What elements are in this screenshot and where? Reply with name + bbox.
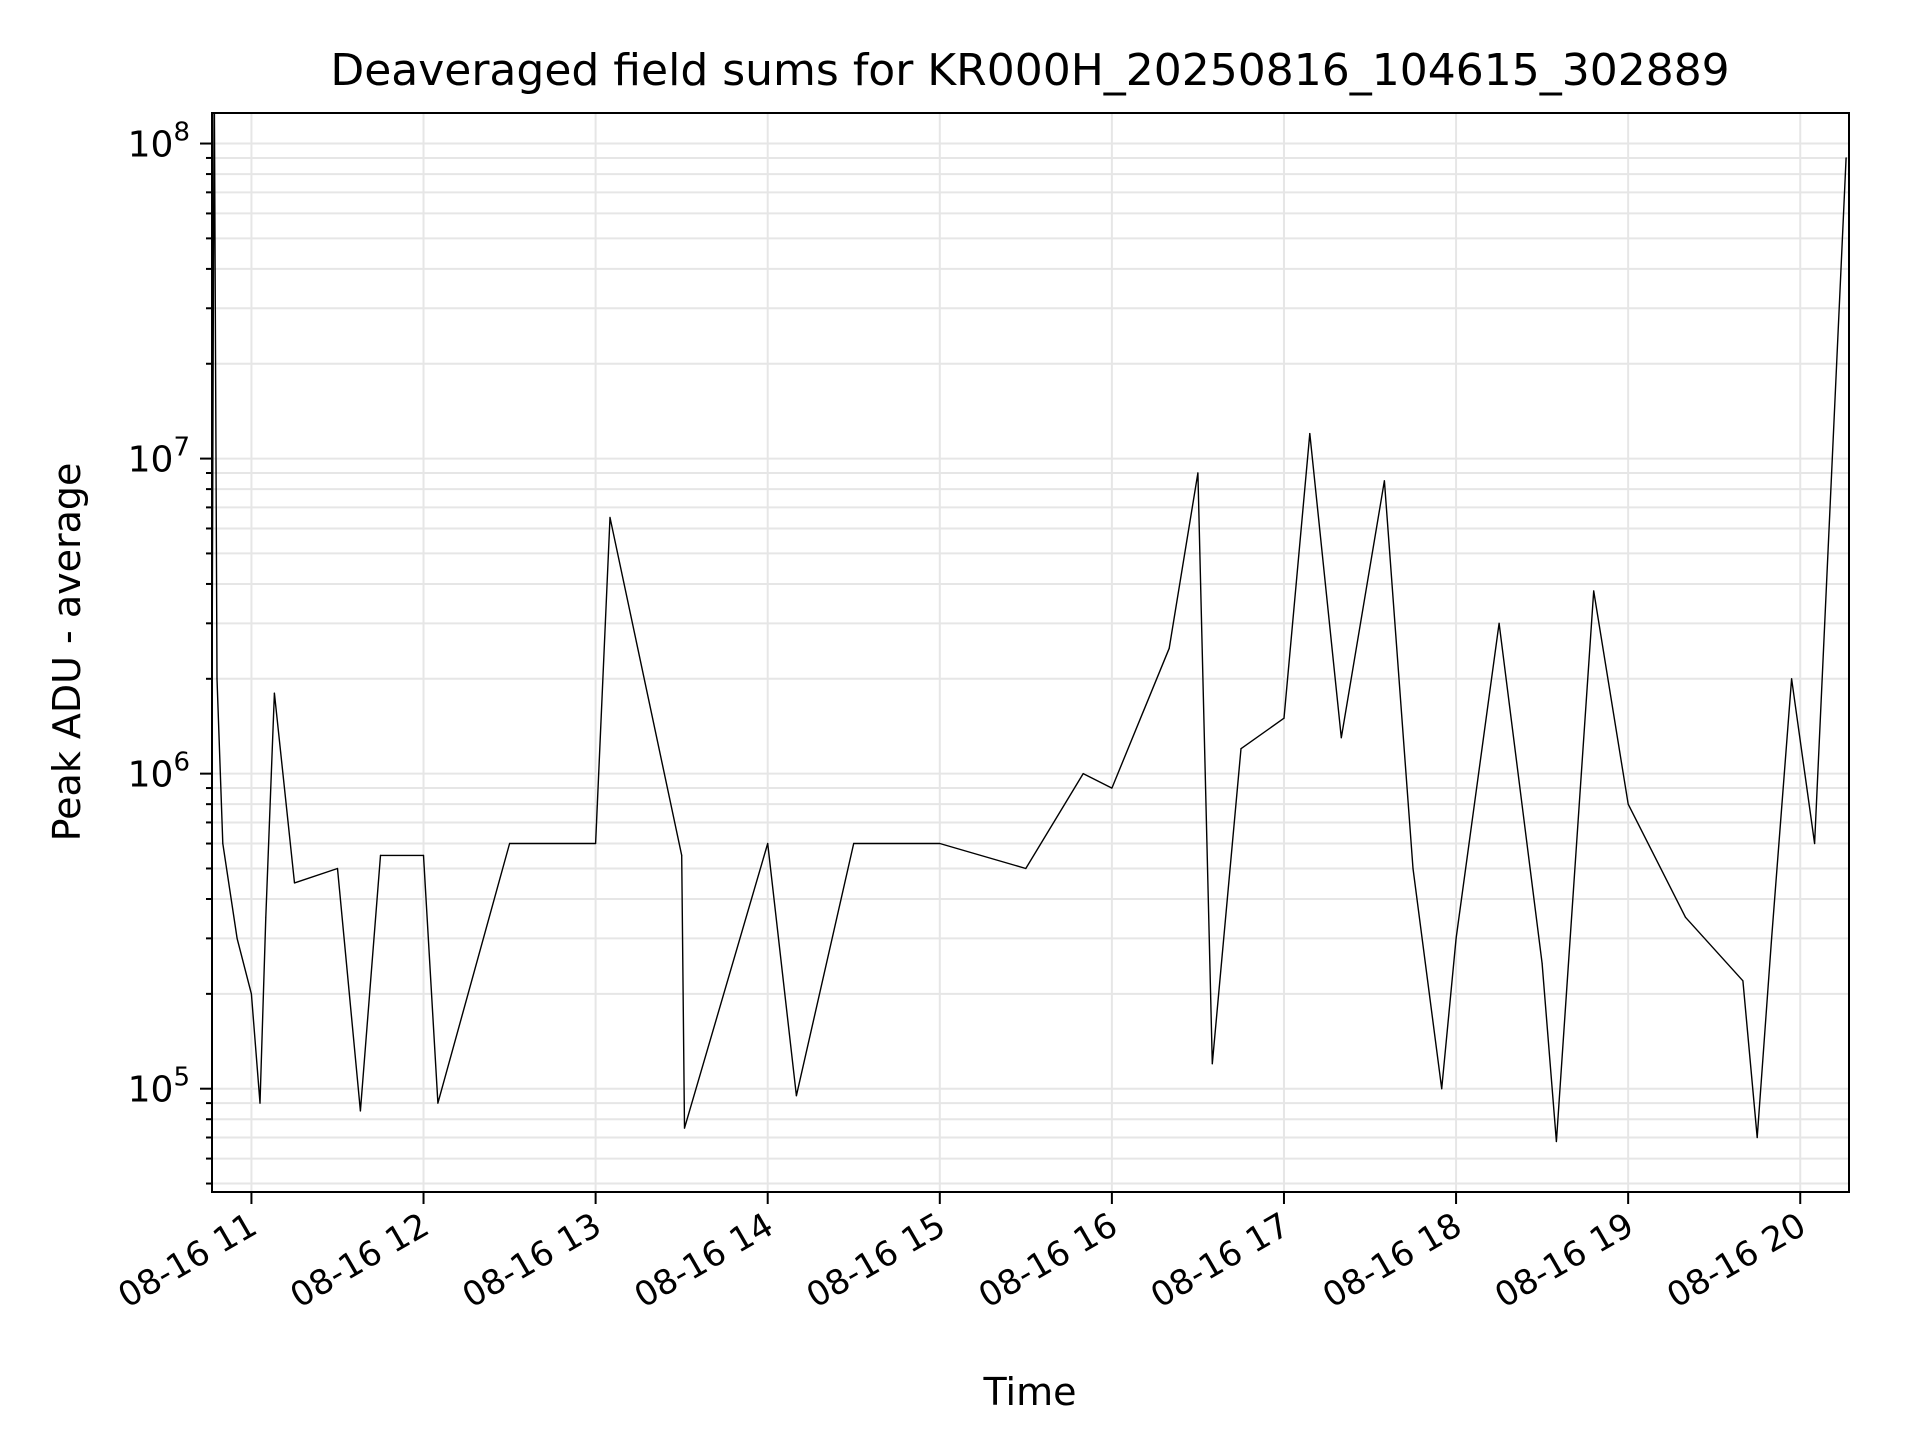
data-point: [336, 867, 339, 870]
data-point: [1025, 867, 1027, 870]
plot-frame: [211, 112, 1850, 1193]
data-point: [1771, 937, 1773, 940]
data-point: [1845, 157, 1847, 159]
y-tick-label: 107: [128, 433, 190, 481]
x-axis-label: Time: [983, 1370, 1077, 1414]
data-point: [1791, 678, 1793, 680]
y-tick-label: 108: [128, 118, 190, 166]
data-point: [222, 842, 224, 845]
data-point: [1756, 1136, 1758, 1139]
data-point: [1814, 842, 1816, 845]
chart-title: Deaveraged field sums for KR000H_2025081…: [330, 45, 1729, 96]
data-point: [1541, 962, 1543, 964]
data-point: [293, 882, 296, 884]
data-point: [236, 937, 238, 940]
data-point: [1593, 590, 1595, 592]
y-tick-label: 105: [128, 1063, 190, 1111]
data-point: [379, 854, 382, 857]
data-point: [1082, 773, 1084, 775]
data-point: [1555, 1140, 1557, 1143]
data-point: [1168, 647, 1170, 649]
data-point: [939, 842, 941, 845]
data-point: [1498, 622, 1500, 624]
data-point: [422, 854, 425, 857]
data-point: [437, 1102, 439, 1104]
data-point: [1441, 1088, 1443, 1090]
data-point: [259, 1102, 261, 1104]
series-line: [212, 113, 1847, 1143]
data-point: [273, 692, 275, 694]
data-point: [767, 842, 769, 845]
data-point: [1455, 937, 1457, 940]
data-point: [609, 516, 611, 519]
data-point: [1684, 916, 1687, 918]
data-point: [1627, 803, 1629, 805]
data-point: [1742, 980, 1744, 982]
data-point: [509, 842, 511, 845]
data-point: [681, 854, 683, 857]
data-point: [359, 1110, 361, 1112]
data-point: [853, 842, 855, 845]
data-point: [1240, 748, 1242, 750]
data-point: [1383, 480, 1385, 482]
y-tick-label: 106: [128, 748, 190, 796]
data-point: [265, 916, 267, 918]
data-point: [1211, 1063, 1213, 1065]
data-point: [250, 993, 252, 995]
data-point: [1340, 737, 1342, 739]
data-point: [1309, 433, 1311, 435]
y-axis-label: Peak ADU - average: [45, 463, 89, 842]
data-point: [1283, 717, 1285, 719]
series-layer: [212, 113, 1847, 1143]
data-point: [1197, 472, 1199, 474]
data-point: [795, 1095, 798, 1097]
data-point: [1412, 867, 1414, 870]
data-point: [1111, 787, 1113, 789]
data-point: [683, 1127, 686, 1129]
grid-lines: [212, 113, 1849, 1192]
data-point: [216, 678, 218, 680]
data-point: [595, 842, 597, 845]
